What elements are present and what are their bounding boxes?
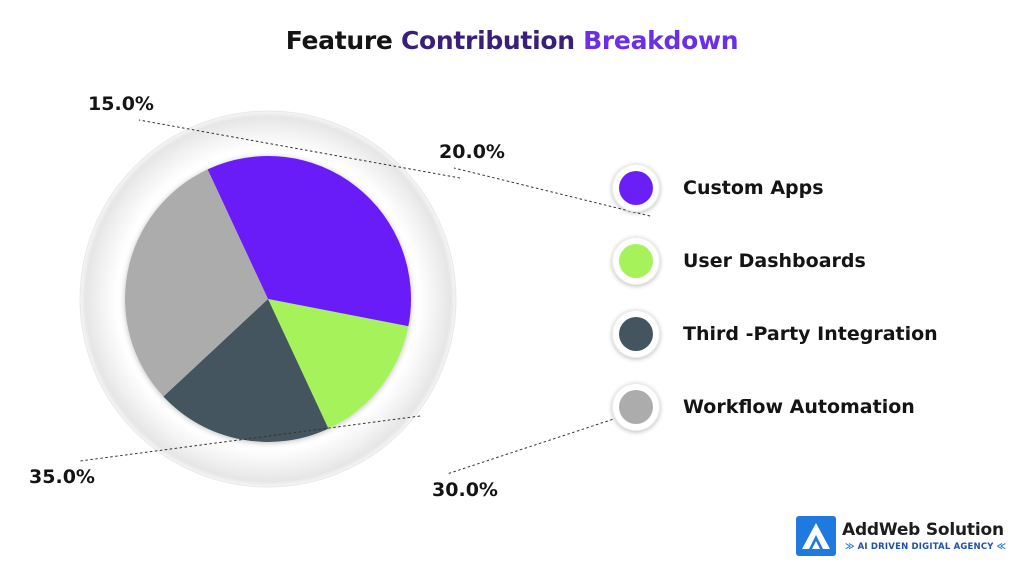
brand-watermark: AddWeb Solution ≫ AI DRIVEN DIGITAL AGEN… bbox=[796, 516, 1009, 556]
pie-slice-user-dashboards bbox=[268, 299, 409, 429]
pie-slice-third-party-integration bbox=[163, 299, 329, 442]
data-label-user-dashboards: 15.0% bbox=[88, 93, 154, 115]
chevron-left-icon: ≪ bbox=[996, 542, 1007, 552]
chart-title-part-1: Feature bbox=[285, 26, 393, 55]
legend-item-workflow-automation: Workflow Automation bbox=[612, 379, 915, 435]
legend-item-custom-apps: Custom Apps bbox=[612, 160, 824, 216]
leader-line-workflow-automation bbox=[446, 409, 642, 475]
data-label-workflow-automation: 30.0% bbox=[432, 479, 498, 501]
chart-title: Feature Contribution Breakdown bbox=[0, 26, 1024, 55]
leader-line-user-dashboards bbox=[138, 119, 461, 179]
legend-swatch bbox=[612, 310, 660, 358]
legend-color-dot bbox=[619, 171, 653, 205]
chart-title-part-2: Contribution bbox=[400, 26, 575, 55]
pie-slice-workflow-automation bbox=[125, 169, 268, 397]
chart-title-part-3: Breakdown bbox=[583, 26, 739, 55]
legend-color-dot bbox=[619, 317, 653, 351]
leader-line-third-party-integration bbox=[453, 167, 651, 217]
addweb-logo-icon bbox=[796, 516, 836, 556]
brand-tagline: ≫ AI DRIVEN DIGITAL AGENCY ≪ bbox=[842, 542, 1009, 552]
legend-color-dot bbox=[619, 244, 653, 278]
brand-name: AddWeb Solution bbox=[842, 520, 1004, 540]
legend-label: Workflow Automation bbox=[683, 396, 915, 418]
legend-swatch bbox=[612, 383, 660, 431]
legend-item-user-dashboards: User Dashboards bbox=[612, 233, 866, 289]
legend-label: Custom Apps bbox=[683, 177, 824, 199]
data-label-third-party-integration: 20.0% bbox=[439, 141, 505, 163]
brand-tagline-text: AI DRIVEN DIGITAL AGENCY bbox=[857, 542, 994, 552]
legend-label: User Dashboards bbox=[683, 250, 866, 272]
legend-item-third-party-integration: Third -Party Integration bbox=[612, 306, 938, 362]
pie-slice-custom-apps bbox=[207, 156, 411, 327]
chevron-right-icon: ≫ bbox=[845, 542, 855, 552]
legend-label: Third -Party Integration bbox=[683, 323, 938, 345]
leader-line-custom-apps bbox=[79, 415, 421, 462]
legend-color-dot bbox=[619, 390, 653, 424]
legend-swatch bbox=[612, 164, 660, 212]
data-label-custom-apps: 35.0% bbox=[29, 466, 95, 488]
legend-swatch bbox=[612, 237, 660, 285]
